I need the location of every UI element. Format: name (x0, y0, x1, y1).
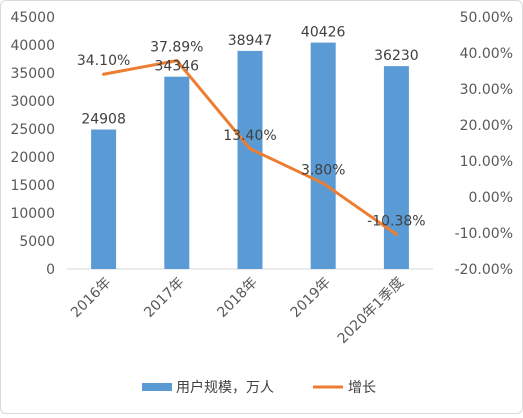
line-data-labels: 34.10% 37.89% 13.40% 3.80% -10.38% (77, 40, 426, 230)
bar-series (91, 42, 409, 270)
line-point (248, 147, 252, 151)
line-point (321, 181, 325, 185)
line-data-label: 37.89% (150, 40, 203, 56)
left-axis: 0 5000 10000 15000 20000 25000 30000 35000 40000… (10, 10, 55, 278)
bar (164, 76, 190, 269)
bar (237, 50, 263, 269)
bar-data-label: 24908 (81, 112, 126, 128)
right-axis-tick-label: 0.00% (469, 190, 513, 206)
x-axis-tick-label: 2020年1季度 (335, 275, 408, 348)
right-axis-tick-label: -10.00% (455, 226, 513, 242)
left-axis-tick-label: 25000 (10, 122, 55, 138)
right-axis-tick-label: 50.00% (460, 10, 513, 26)
bar-data-label: 40426 (301, 25, 346, 41)
right-axis-tick-label: -20.00% (455, 262, 513, 278)
right-axis-tick-label: 20.00% (460, 118, 513, 134)
x-axis-tick-label: 2019年 (288, 275, 334, 321)
line-point (175, 59, 179, 63)
line-series (102, 59, 398, 236)
line-data-label: 3.80% (301, 162, 345, 178)
line-point (102, 72, 106, 76)
legend: 用户规模，万人 增长 (142, 379, 376, 396)
left-axis-tick-label: 35000 (10, 66, 55, 82)
bar-data-labels: 24908 34346 38947 40426 36230 (81, 25, 418, 128)
x-axis-tick-label: 2018年 (214, 275, 260, 321)
line-data-label: 13.40% (223, 128, 276, 144)
right-axis-tick-label: 10.00% (460, 154, 513, 170)
left-axis-tick-label: 40000 (10, 38, 55, 54)
right-axis: -20.00% -10.00% 0.00% 10.00% 20.00% 30.00% 40.… (455, 10, 513, 278)
legend-label-line: 增长 (348, 380, 376, 396)
left-axis-tick-label: 30000 (10, 94, 55, 110)
left-axis-tick-label: 10000 (10, 206, 55, 222)
right-axis-tick-label: 30.00% (460, 82, 513, 98)
line-data-label: 34.10% (77, 53, 130, 69)
legend-label-bar: 用户规模，万人 (176, 379, 274, 396)
bar-data-label: 36230 (374, 48, 419, 64)
x-axis: 2016年 2017年 2018年 2019年 2020年1季度 (67, 268, 433, 348)
right-axis-tick-label: 40.00% (460, 46, 513, 62)
bar (383, 66, 409, 269)
left-axis-tick-label: 20000 (10, 150, 55, 166)
left-axis-tick-label: 5000 (19, 234, 55, 250)
x-axis-tick-label: 2016年 (68, 275, 114, 321)
bar-data-label: 34346 (155, 59, 200, 75)
left-axis-tick-label: 0 (46, 262, 55, 278)
legend-swatch-bar (142, 383, 172, 391)
x-axis-tick-label: 2017年 (141, 275, 187, 321)
line-data-label: -10.38% (367, 213, 425, 229)
line-point (394, 232, 398, 236)
bar (91, 129, 117, 269)
bar (310, 42, 336, 270)
left-axis-tick-label: 15000 (10, 178, 55, 194)
bar-data-label: 38947 (228, 33, 273, 49)
left-axis-tick-label: 45000 (10, 10, 55, 26)
